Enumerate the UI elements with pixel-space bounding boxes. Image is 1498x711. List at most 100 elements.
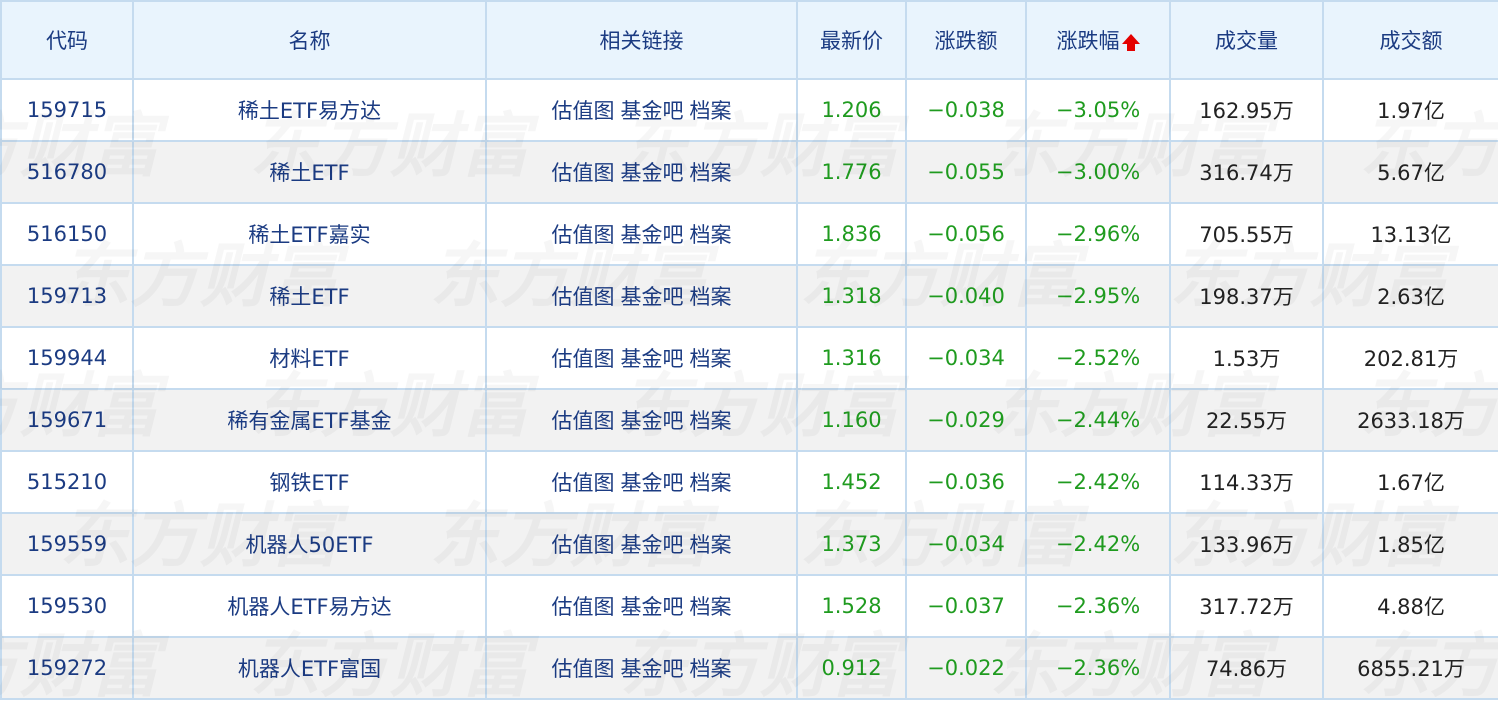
change-percent: −2.44%: [1025, 388, 1171, 452]
valuation-chart-link[interactable]: 估值图: [551, 99, 615, 123]
related-links: 估值图 基金吧 档案: [485, 450, 798, 514]
related-links: 估值图 基金吧 档案: [485, 388, 798, 452]
fund-code-link[interactable]: 515210: [0, 450, 134, 514]
turnover: 2.63亿: [1322, 264, 1498, 328]
header-code[interactable]: 代码: [0, 0, 134, 80]
volume: 74.86万: [1169, 636, 1324, 700]
profile-link[interactable]: 档案: [689, 99, 732, 123]
table-row: 159713 稀土ETF 估值图 基金吧 档案 1.318 −0.040 −2.95% 198.…: [0, 264, 1498, 328]
volume: 22.55万: [1169, 388, 1324, 452]
fund-code-link[interactable]: 159272: [0, 636, 134, 700]
related-links: 估值图 基金吧 档案: [485, 326, 798, 390]
turnover: 1.97亿: [1322, 78, 1498, 142]
profile-link[interactable]: 档案: [689, 161, 732, 185]
profile-link[interactable]: 档案: [689, 471, 732, 495]
related-links: 估值图 基金吧 档案: [485, 202, 798, 266]
fund-forum-link[interactable]: 基金吧: [620, 657, 684, 681]
change-percent: −2.52%: [1025, 326, 1171, 390]
fund-name-link[interactable]: 稀土ETF嘉实: [132, 202, 487, 266]
latest-price: 1.160: [796, 388, 907, 452]
fund-name-link[interactable]: 稀土ETF: [132, 264, 487, 328]
fund-forum-link[interactable]: 基金吧: [620, 347, 684, 371]
header-amount[interactable]: 成交额: [1322, 0, 1498, 80]
fund-name-link[interactable]: 材料ETF: [132, 326, 487, 390]
valuation-chart-link[interactable]: 估值图: [551, 595, 615, 619]
change-percent: −2.95%: [1025, 264, 1171, 328]
profile-link[interactable]: 档案: [689, 223, 732, 247]
change-amount: −0.055: [905, 140, 1027, 204]
valuation-chart-link[interactable]: 估值图: [551, 223, 615, 247]
fund-forum-link[interactable]: 基金吧: [620, 471, 684, 495]
profile-link[interactable]: 档案: [689, 285, 732, 309]
latest-price: 1.776: [796, 140, 907, 204]
profile-link[interactable]: 档案: [689, 533, 732, 557]
valuation-chart-link[interactable]: 估值图: [551, 409, 615, 433]
turnover: 2633.18万: [1322, 388, 1498, 452]
related-links: 估值图 基金吧 档案: [485, 78, 798, 142]
fund-name-link[interactable]: 机器人50ETF: [132, 512, 487, 576]
profile-link[interactable]: 档案: [689, 409, 732, 433]
fund-name-link[interactable]: 稀土ETF: [132, 140, 487, 204]
fund-forum-link[interactable]: 基金吧: [620, 223, 684, 247]
change-amount: −0.036: [905, 450, 1027, 514]
fund-name-link[interactable]: 机器人ETF易方达: [132, 574, 487, 638]
latest-price: 1.206: [796, 78, 907, 142]
fund-code-link[interactable]: 159671: [0, 388, 134, 452]
profile-link[interactable]: 档案: [689, 595, 732, 619]
fund-name-link[interactable]: 机器人ETF富国: [132, 636, 487, 700]
change-percent: −3.00%: [1025, 140, 1171, 204]
latest-price: 0.912: [796, 636, 907, 700]
valuation-chart-link[interactable]: 估值图: [551, 347, 615, 371]
table-row: 159944 材料ETF 估值图 基金吧 档案 1.316 −0.034 −2.52% 1.53…: [0, 326, 1498, 390]
header-price[interactable]: 最新价: [796, 0, 907, 80]
turnover: 1.67亿: [1322, 450, 1498, 514]
fund-code-link[interactable]: 159713: [0, 264, 134, 328]
fund-name-link[interactable]: 稀土ETF易方达: [132, 78, 487, 142]
valuation-chart-link[interactable]: 估值图: [551, 285, 615, 309]
table-row: 159530 机器人ETF易方达 估值图 基金吧 档案 1.528 −0.037 −2.36%…: [0, 574, 1498, 638]
valuation-chart-link[interactable]: 估值图: [551, 657, 615, 681]
fund-code-link[interactable]: 159944: [0, 326, 134, 390]
fund-code-link[interactable]: 159715: [0, 78, 134, 142]
header-pct[interactable]: 涨跌幅: [1025, 0, 1171, 80]
latest-price: 1.318: [796, 264, 907, 328]
fund-forum-link[interactable]: 基金吧: [620, 595, 684, 619]
fund-forum-link[interactable]: 基金吧: [620, 409, 684, 433]
header-pct-label: 涨跌幅: [1056, 29, 1120, 53]
table-row: 159559 机器人50ETF 估值图 基金吧 档案 1.373 −0.034 −2.42% 1…: [0, 512, 1498, 576]
turnover: 4.88亿: [1322, 574, 1498, 638]
related-links: 估值图 基金吧 档案: [485, 636, 798, 700]
fund-code-link[interactable]: 159530: [0, 574, 134, 638]
header-change[interactable]: 涨跌额: [905, 0, 1027, 80]
table-row: 515210 钢铁ETF 估值图 基金吧 档案 1.452 −0.036 −2.42% 114.…: [0, 450, 1498, 514]
turnover: 6855.21万: [1322, 636, 1498, 700]
fund-name-link[interactable]: 稀有金属ETF基金: [132, 388, 487, 452]
fund-forum-link[interactable]: 基金吧: [620, 285, 684, 309]
profile-link[interactable]: 档案: [689, 347, 732, 371]
fund-forum-link[interactable]: 基金吧: [620, 99, 684, 123]
valuation-chart-link[interactable]: 估值图: [551, 161, 615, 185]
header-volume[interactable]: 成交量: [1169, 0, 1324, 80]
header-links: 相关链接: [485, 0, 798, 80]
fund-forum-link[interactable]: 基金吧: [620, 161, 684, 185]
fund-forum-link[interactable]: 基金吧: [620, 533, 684, 557]
volume: 114.33万: [1169, 450, 1324, 514]
fund-code-link[interactable]: 159559: [0, 512, 134, 576]
table-row: 159671 稀有金属ETF基金 估值图 基金吧 档案 1.160 −0.029 −2.44%…: [0, 388, 1498, 452]
header-row: 代码 名称 相关链接 最新价 涨跌额 涨跌幅 成交量 成交额: [0, 0, 1498, 80]
profile-link[interactable]: 档案: [689, 657, 732, 681]
valuation-chart-link[interactable]: 估值图: [551, 471, 615, 495]
fund-name-link[interactable]: 钢铁ETF: [132, 450, 487, 514]
latest-price: 1.316: [796, 326, 907, 390]
change-percent: −2.36%: [1025, 574, 1171, 638]
valuation-chart-link[interactable]: 估值图: [551, 533, 615, 557]
table-row: 159715 稀土ETF易方达 估值图 基金吧 档案 1.206 −0.038 −3.05% 1…: [0, 78, 1498, 142]
turnover: 13.13亿: [1322, 202, 1498, 266]
change-amount: −0.022: [905, 636, 1027, 700]
latest-price: 1.528: [796, 574, 907, 638]
header-name[interactable]: 名称: [132, 0, 487, 80]
volume: 198.37万: [1169, 264, 1324, 328]
fund-code-link[interactable]: 516780: [0, 140, 134, 204]
fund-code-link[interactable]: 516150: [0, 202, 134, 266]
